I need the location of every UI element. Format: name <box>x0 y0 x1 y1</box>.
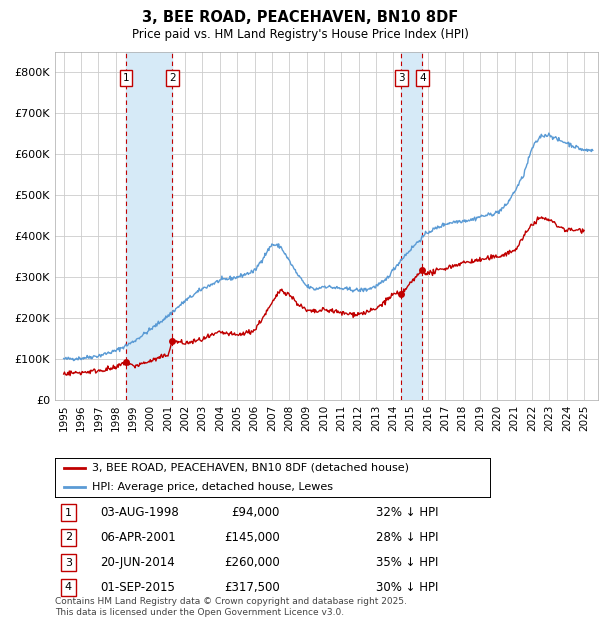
Text: 1: 1 <box>122 73 129 83</box>
Text: 2: 2 <box>169 73 176 83</box>
Text: 20-JUN-2014: 20-JUN-2014 <box>100 556 175 569</box>
Text: 4: 4 <box>65 583 72 593</box>
Text: 1: 1 <box>65 508 72 518</box>
Text: Price paid vs. HM Land Registry's House Price Index (HPI): Price paid vs. HM Land Registry's House … <box>131 28 469 41</box>
Text: 3: 3 <box>65 557 72 567</box>
Text: 32% ↓ HPI: 32% ↓ HPI <box>376 506 439 519</box>
Text: 3, BEE ROAD, PEACEHAVEN, BN10 8DF (detached house): 3, BEE ROAD, PEACEHAVEN, BN10 8DF (detac… <box>92 463 409 472</box>
Text: 06-APR-2001: 06-APR-2001 <box>100 531 176 544</box>
Text: £145,000: £145,000 <box>224 531 280 544</box>
Text: £317,500: £317,500 <box>224 581 280 594</box>
Bar <box>401 52 422 400</box>
Text: 01-SEP-2015: 01-SEP-2015 <box>100 581 175 594</box>
Text: 2: 2 <box>65 533 72 542</box>
Bar <box>126 52 172 400</box>
Text: 03-AUG-1998: 03-AUG-1998 <box>100 506 179 519</box>
Text: 30% ↓ HPI: 30% ↓ HPI <box>376 581 439 594</box>
Text: Contains HM Land Registry data © Crown copyright and database right 2025.
This d: Contains HM Land Registry data © Crown c… <box>55 598 407 617</box>
Text: 4: 4 <box>419 73 425 83</box>
Text: £94,000: £94,000 <box>232 506 280 519</box>
Text: £260,000: £260,000 <box>224 556 280 569</box>
Text: 28% ↓ HPI: 28% ↓ HPI <box>376 531 439 544</box>
Text: 3, BEE ROAD, PEACEHAVEN, BN10 8DF: 3, BEE ROAD, PEACEHAVEN, BN10 8DF <box>142 10 458 25</box>
Text: HPI: Average price, detached house, Lewes: HPI: Average price, detached house, Lewe… <box>92 482 333 492</box>
Text: 3: 3 <box>398 73 405 83</box>
Text: 35% ↓ HPI: 35% ↓ HPI <box>376 556 439 569</box>
